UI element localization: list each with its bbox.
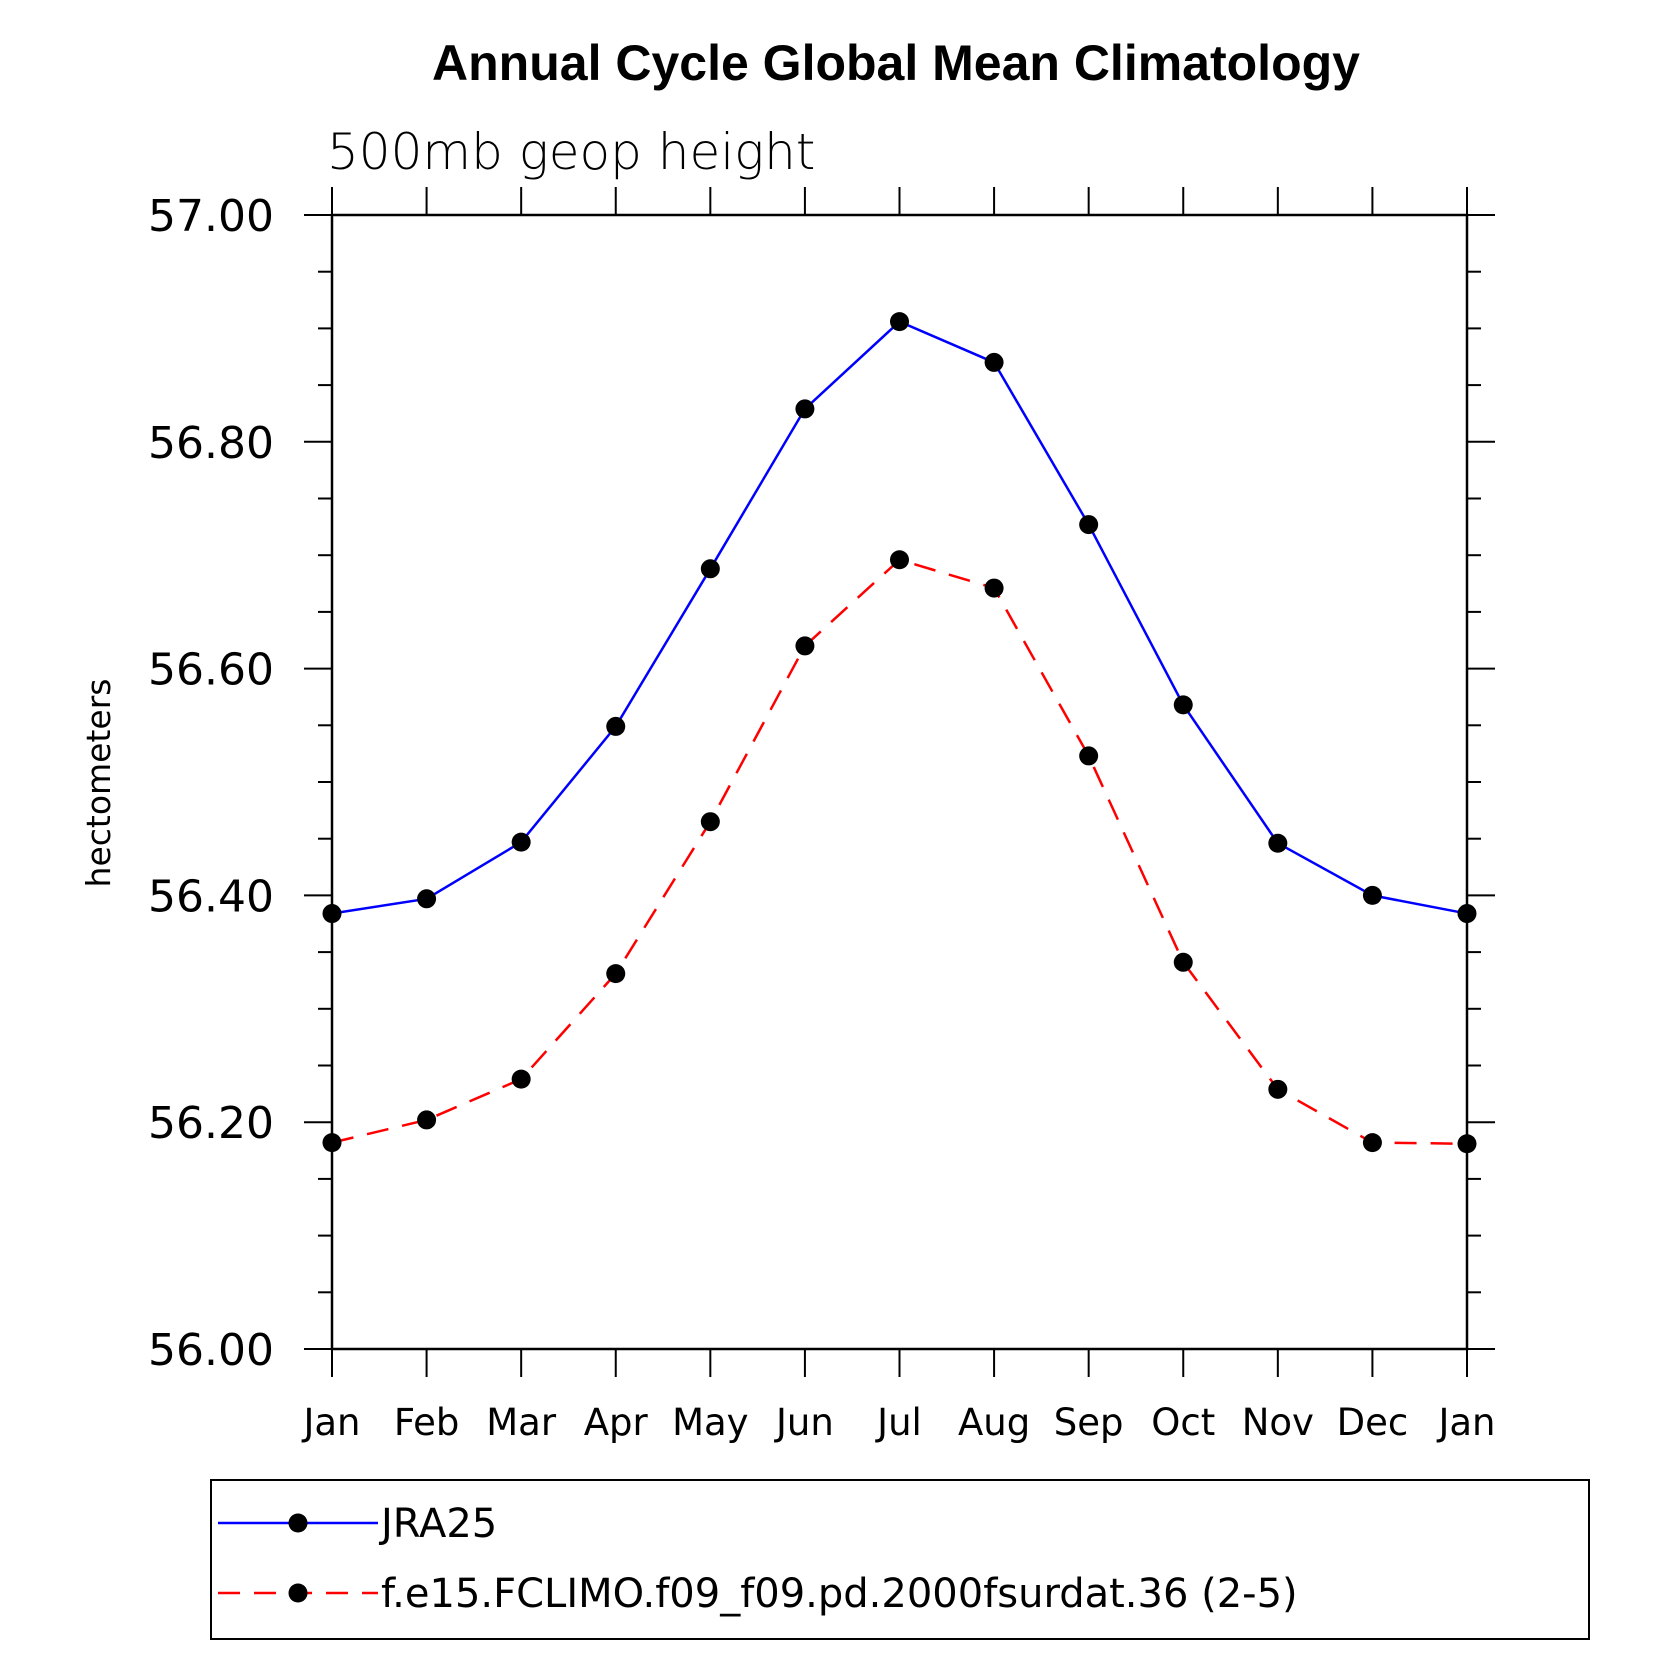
- x-tick-label: Feb: [394, 1401, 460, 1444]
- x-tick-labels: Jan Feb Mar Apr May Jun Jul Aug Sep Oct Nov Dec Jan: [301, 1401, 1495, 1444]
- x-tick-label: Dec: [1337, 1401, 1409, 1444]
- x-tick-label: Apr: [584, 1401, 649, 1444]
- legend-label: JRA25: [378, 1501, 497, 1547]
- data-point: [795, 636, 815, 656]
- legend-entry: f.e15.FCLIMO.f09_f09.pd.2000fsurdat.36 (…: [218, 1571, 1298, 1617]
- series-layer: [322, 312, 1477, 1154]
- chart-subtitle: 500mb geop height: [327, 123, 815, 181]
- x-tick-label: Jun: [774, 1401, 834, 1444]
- y-tick-label: 56.00: [148, 1325, 274, 1376]
- data-point: [417, 1110, 437, 1130]
- x-tick-label: Mar: [486, 1401, 557, 1444]
- x-tick-label: Oct: [1151, 1401, 1215, 1444]
- data-point: [1173, 952, 1193, 972]
- y-tick-label: 56.40: [148, 871, 274, 922]
- data-point: [795, 399, 815, 419]
- axis-ticks: [304, 187, 1495, 1377]
- legend-swatch-marker: [288, 1583, 308, 1603]
- data-point: [890, 312, 909, 332]
- x-tick-label: Nov: [1242, 1401, 1314, 1444]
- data-point: [1268, 1079, 1288, 1099]
- y-tick-label: 56.60: [148, 645, 274, 696]
- data-point: [1173, 695, 1193, 715]
- data-point: [1362, 885, 1382, 905]
- data-point: [1362, 1133, 1382, 1153]
- y-tick-label: 57.00: [148, 191, 274, 242]
- x-tick-label: Jan: [1436, 1401, 1495, 1444]
- data-point: [700, 812, 720, 832]
- x-tick-label: Jul: [875, 1401, 922, 1444]
- data-point: [700, 559, 720, 579]
- data-point: [984, 578, 1004, 598]
- data-point: [606, 964, 626, 984]
- y-tick-label: 56.20: [148, 1098, 274, 1149]
- data-point: [417, 889, 437, 909]
- data-point: [322, 904, 342, 924]
- series-line: [331, 320, 1468, 915]
- data-point: [1457, 904, 1477, 924]
- data-point: [606, 716, 626, 736]
- legend-swatch-marker: [288, 1513, 308, 1533]
- x-tick-label: May: [672, 1401, 749, 1444]
- legend: JRA25 f.e15.FCLIMO.f09_f09.pd.2000fsurdat…: [210, 1479, 1590, 1640]
- series-line: [331, 558, 1468, 1145]
- legend-box: [210, 1479, 1590, 1640]
- data-point: [1457, 1134, 1477, 1154]
- legend-entry: JRA25: [218, 1501, 497, 1547]
- series-1: [322, 312, 1477, 924]
- y-tick-label: 56.80: [148, 418, 274, 469]
- data-point: [1079, 746, 1099, 766]
- series-2: [322, 550, 1477, 1154]
- x-tick-label: Sep: [1054, 1401, 1124, 1444]
- legend-label: f.e15.FCLIMO.f09_f09.pd.2000fsurdat.36 (…: [381, 1571, 1298, 1617]
- data-point: [890, 550, 909, 570]
- chart-title: Annual Cycle Global Mean Climatology: [432, 35, 1360, 91]
- y-tick-labels: 56.00 56.20 56.40 56.60 56.80 57.00: [148, 191, 274, 1376]
- data-point: [1079, 515, 1099, 535]
- data-point: [1268, 833, 1288, 853]
- plot-border: [330, 213, 1469, 1351]
- plot-frame: [330, 213, 1469, 1351]
- x-tick-label: Jan: [301, 1401, 360, 1444]
- data-point: [511, 1069, 531, 1089]
- y-axis-label: hectometers: [79, 679, 118, 888]
- x-tick-label: Aug: [958, 1401, 1030, 1444]
- data-point: [511, 832, 531, 852]
- data-point: [984, 352, 1004, 372]
- data-point: [322, 1133, 342, 1153]
